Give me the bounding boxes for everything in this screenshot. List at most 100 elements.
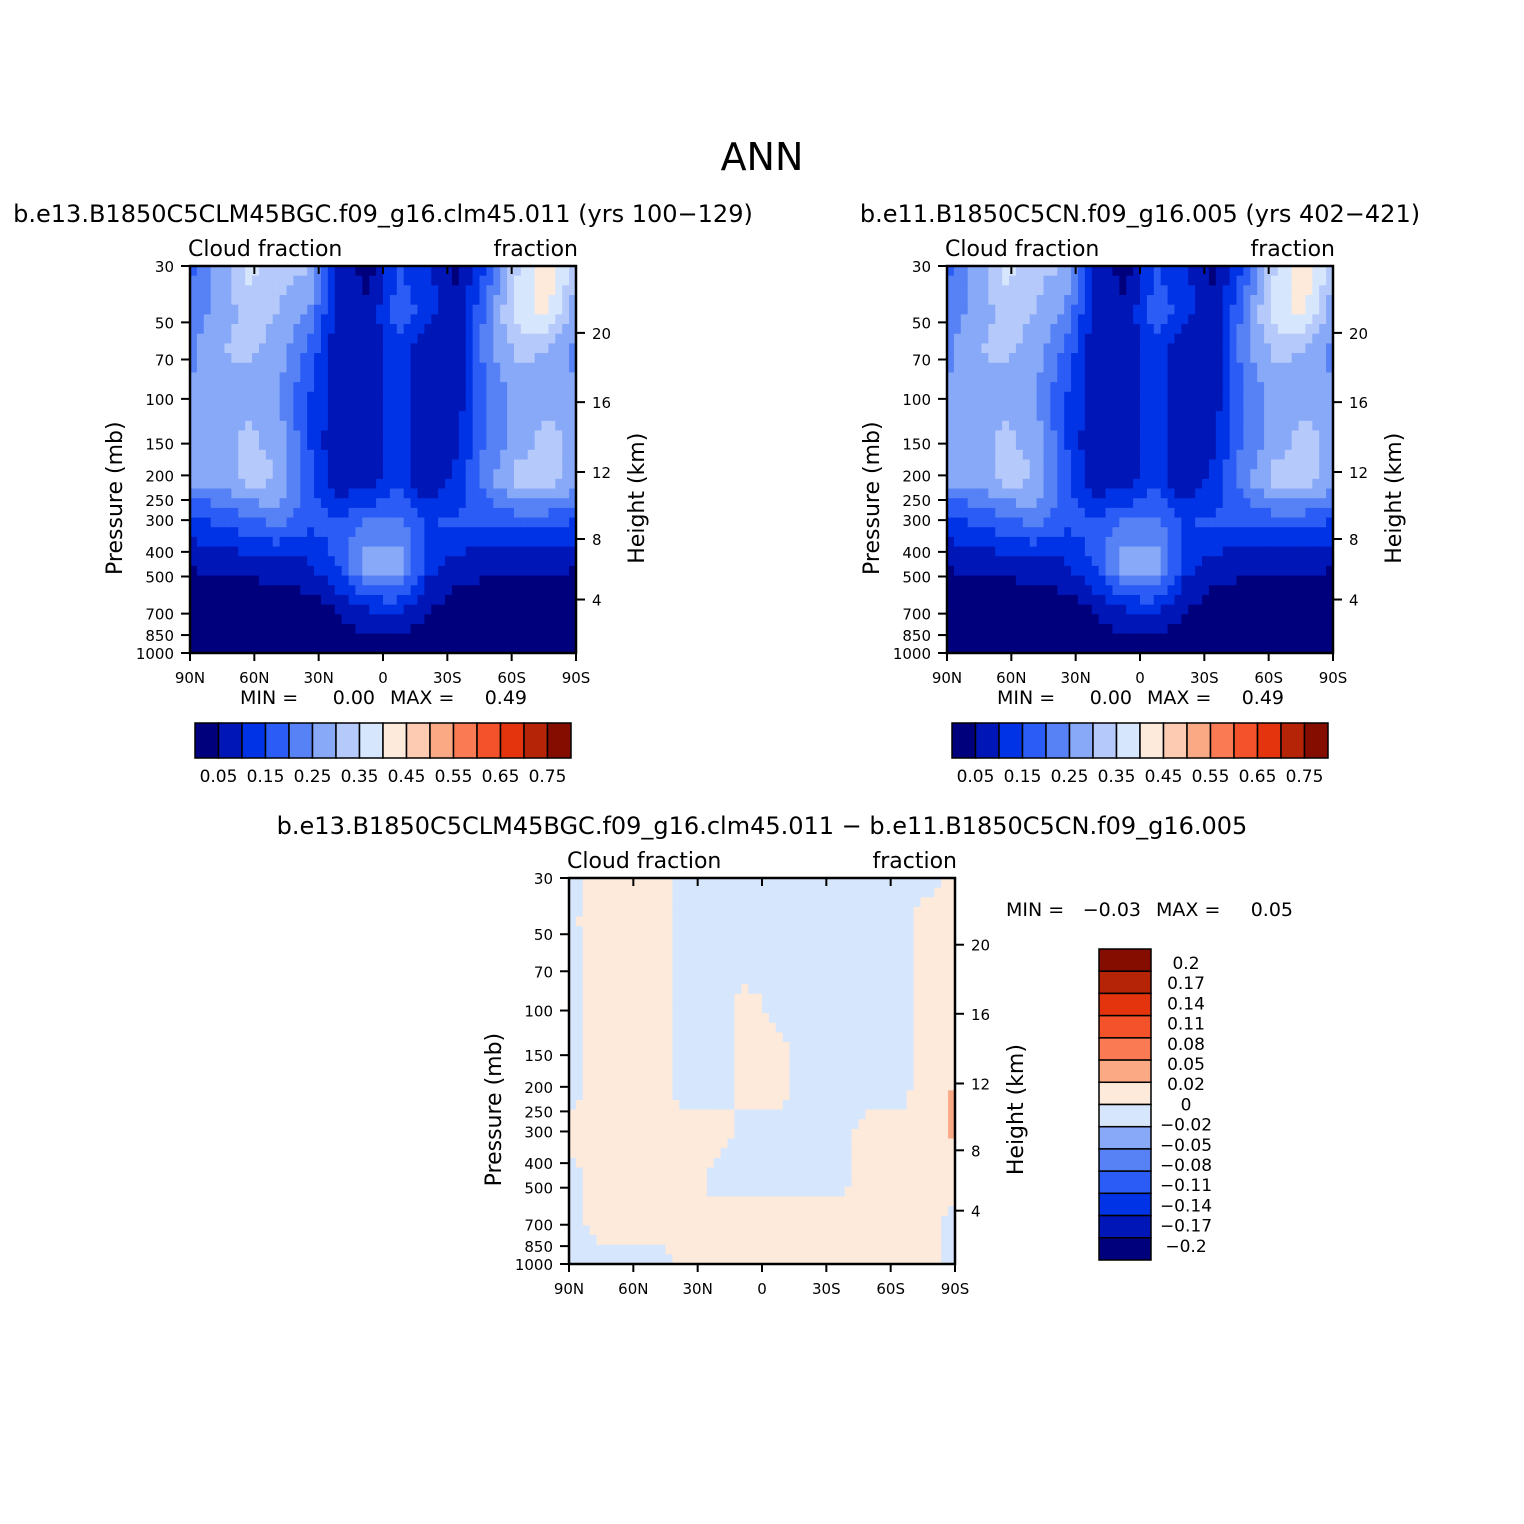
field-cell	[231, 575, 239, 586]
field-cell	[451, 575, 460, 586]
field-cell	[1071, 430, 1079, 441]
field-cell	[258, 362, 267, 374]
field-cell	[988, 507, 996, 519]
field-cell	[1126, 401, 1134, 412]
field-cell	[1050, 623, 1058, 635]
field-cell	[272, 546, 281, 557]
field-cell	[486, 469, 494, 480]
field-cell	[1326, 488, 1333, 499]
field-cell	[1291, 614, 1300, 625]
field-cell	[706, 887, 715, 898]
field-cell	[1043, 614, 1051, 625]
field-cell	[513, 507, 522, 519]
field-cell	[438, 430, 446, 441]
field-cell	[231, 430, 239, 441]
field-cell	[1305, 643, 1313, 653]
field-cell	[1153, 449, 1162, 461]
field-cell	[562, 575, 570, 586]
field-cell	[527, 594, 536, 606]
field-cell	[1126, 623, 1134, 635]
field-cell	[190, 469, 198, 480]
field-cell	[879, 887, 887, 898]
field-cell	[1284, 585, 1293, 596]
field-cell	[1236, 575, 1244, 586]
field-cell	[981, 440, 989, 451]
field-cell	[293, 411, 301, 422]
field-cell	[493, 527, 501, 538]
field-cell	[327, 333, 336, 345]
field-cell	[1140, 440, 1148, 451]
field-cell	[224, 507, 232, 519]
field-cell	[327, 536, 336, 548]
field-cell	[948, 878, 955, 889]
field-cell	[1312, 517, 1320, 528]
field-cell	[1202, 507, 1210, 519]
field-cell	[768, 926, 777, 937]
panel-left-label: Cloud fraction	[945, 237, 1099, 262]
field-cell	[307, 536, 315, 548]
field-cell	[314, 469, 322, 480]
field-cell	[252, 266, 260, 277]
field-cell	[1071, 285, 1079, 296]
field-cell	[1160, 565, 1169, 577]
field-cell	[974, 333, 983, 345]
field-cell	[1133, 536, 1141, 548]
field-cell	[1071, 507, 1079, 519]
field-cell	[1291, 391, 1300, 403]
field-cell	[389, 304, 398, 315]
field-cell	[458, 536, 467, 548]
field-cell	[617, 878, 625, 889]
field-cell	[1029, 372, 1038, 383]
field-cell	[1257, 614, 1265, 625]
field-cell	[286, 507, 294, 519]
field-cell	[341, 536, 350, 548]
field-cell	[1326, 411, 1333, 422]
field-cell	[1009, 517, 1017, 528]
field-cell	[899, 926, 908, 937]
field-cell	[307, 353, 315, 364]
field-cell	[603, 935, 611, 947]
field-cell	[279, 469, 288, 480]
field-cell	[486, 314, 494, 325]
field-cell	[1098, 498, 1107, 509]
field-cell	[486, 565, 494, 577]
field-cell	[272, 527, 281, 538]
field-cell	[1036, 498, 1045, 509]
x-tick-label: 60N	[996, 669, 1026, 687]
field-cell	[445, 304, 453, 315]
field-cell	[1167, 285, 1176, 296]
field-cell	[300, 285, 308, 296]
field-cell	[1160, 401, 1169, 412]
field-cell	[1022, 285, 1031, 296]
field-cell	[1146, 333, 1155, 345]
field-cell	[472, 614, 481, 625]
field-cell	[293, 314, 301, 325]
field-cell	[1312, 304, 1320, 315]
field-cell	[1105, 498, 1114, 509]
field-cell	[252, 614, 260, 625]
field-cell	[1077, 604, 1086, 615]
field-cell	[314, 362, 322, 374]
field-cell	[1270, 401, 1279, 412]
field-cell	[1181, 304, 1189, 315]
field-cell	[960, 382, 969, 393]
field-cell	[960, 498, 969, 509]
field-cell	[1181, 266, 1189, 277]
field-cell	[334, 478, 343, 490]
field-cell	[824, 916, 832, 927]
field-cell	[1064, 527, 1072, 538]
field-cell	[1105, 546, 1114, 557]
field-cell	[768, 897, 777, 908]
field-cell	[396, 411, 405, 422]
field-cell	[389, 585, 398, 596]
field-cell	[279, 333, 288, 345]
field-cell	[1057, 556, 1065, 567]
field-cell	[1250, 527, 1258, 538]
field-cell	[1215, 614, 1224, 625]
field-cell	[892, 887, 901, 898]
field-cell	[1077, 314, 1086, 325]
field-cell	[190, 517, 198, 528]
field-cell	[1319, 517, 1327, 528]
field-cell	[548, 478, 556, 490]
field-cell	[190, 324, 198, 335]
